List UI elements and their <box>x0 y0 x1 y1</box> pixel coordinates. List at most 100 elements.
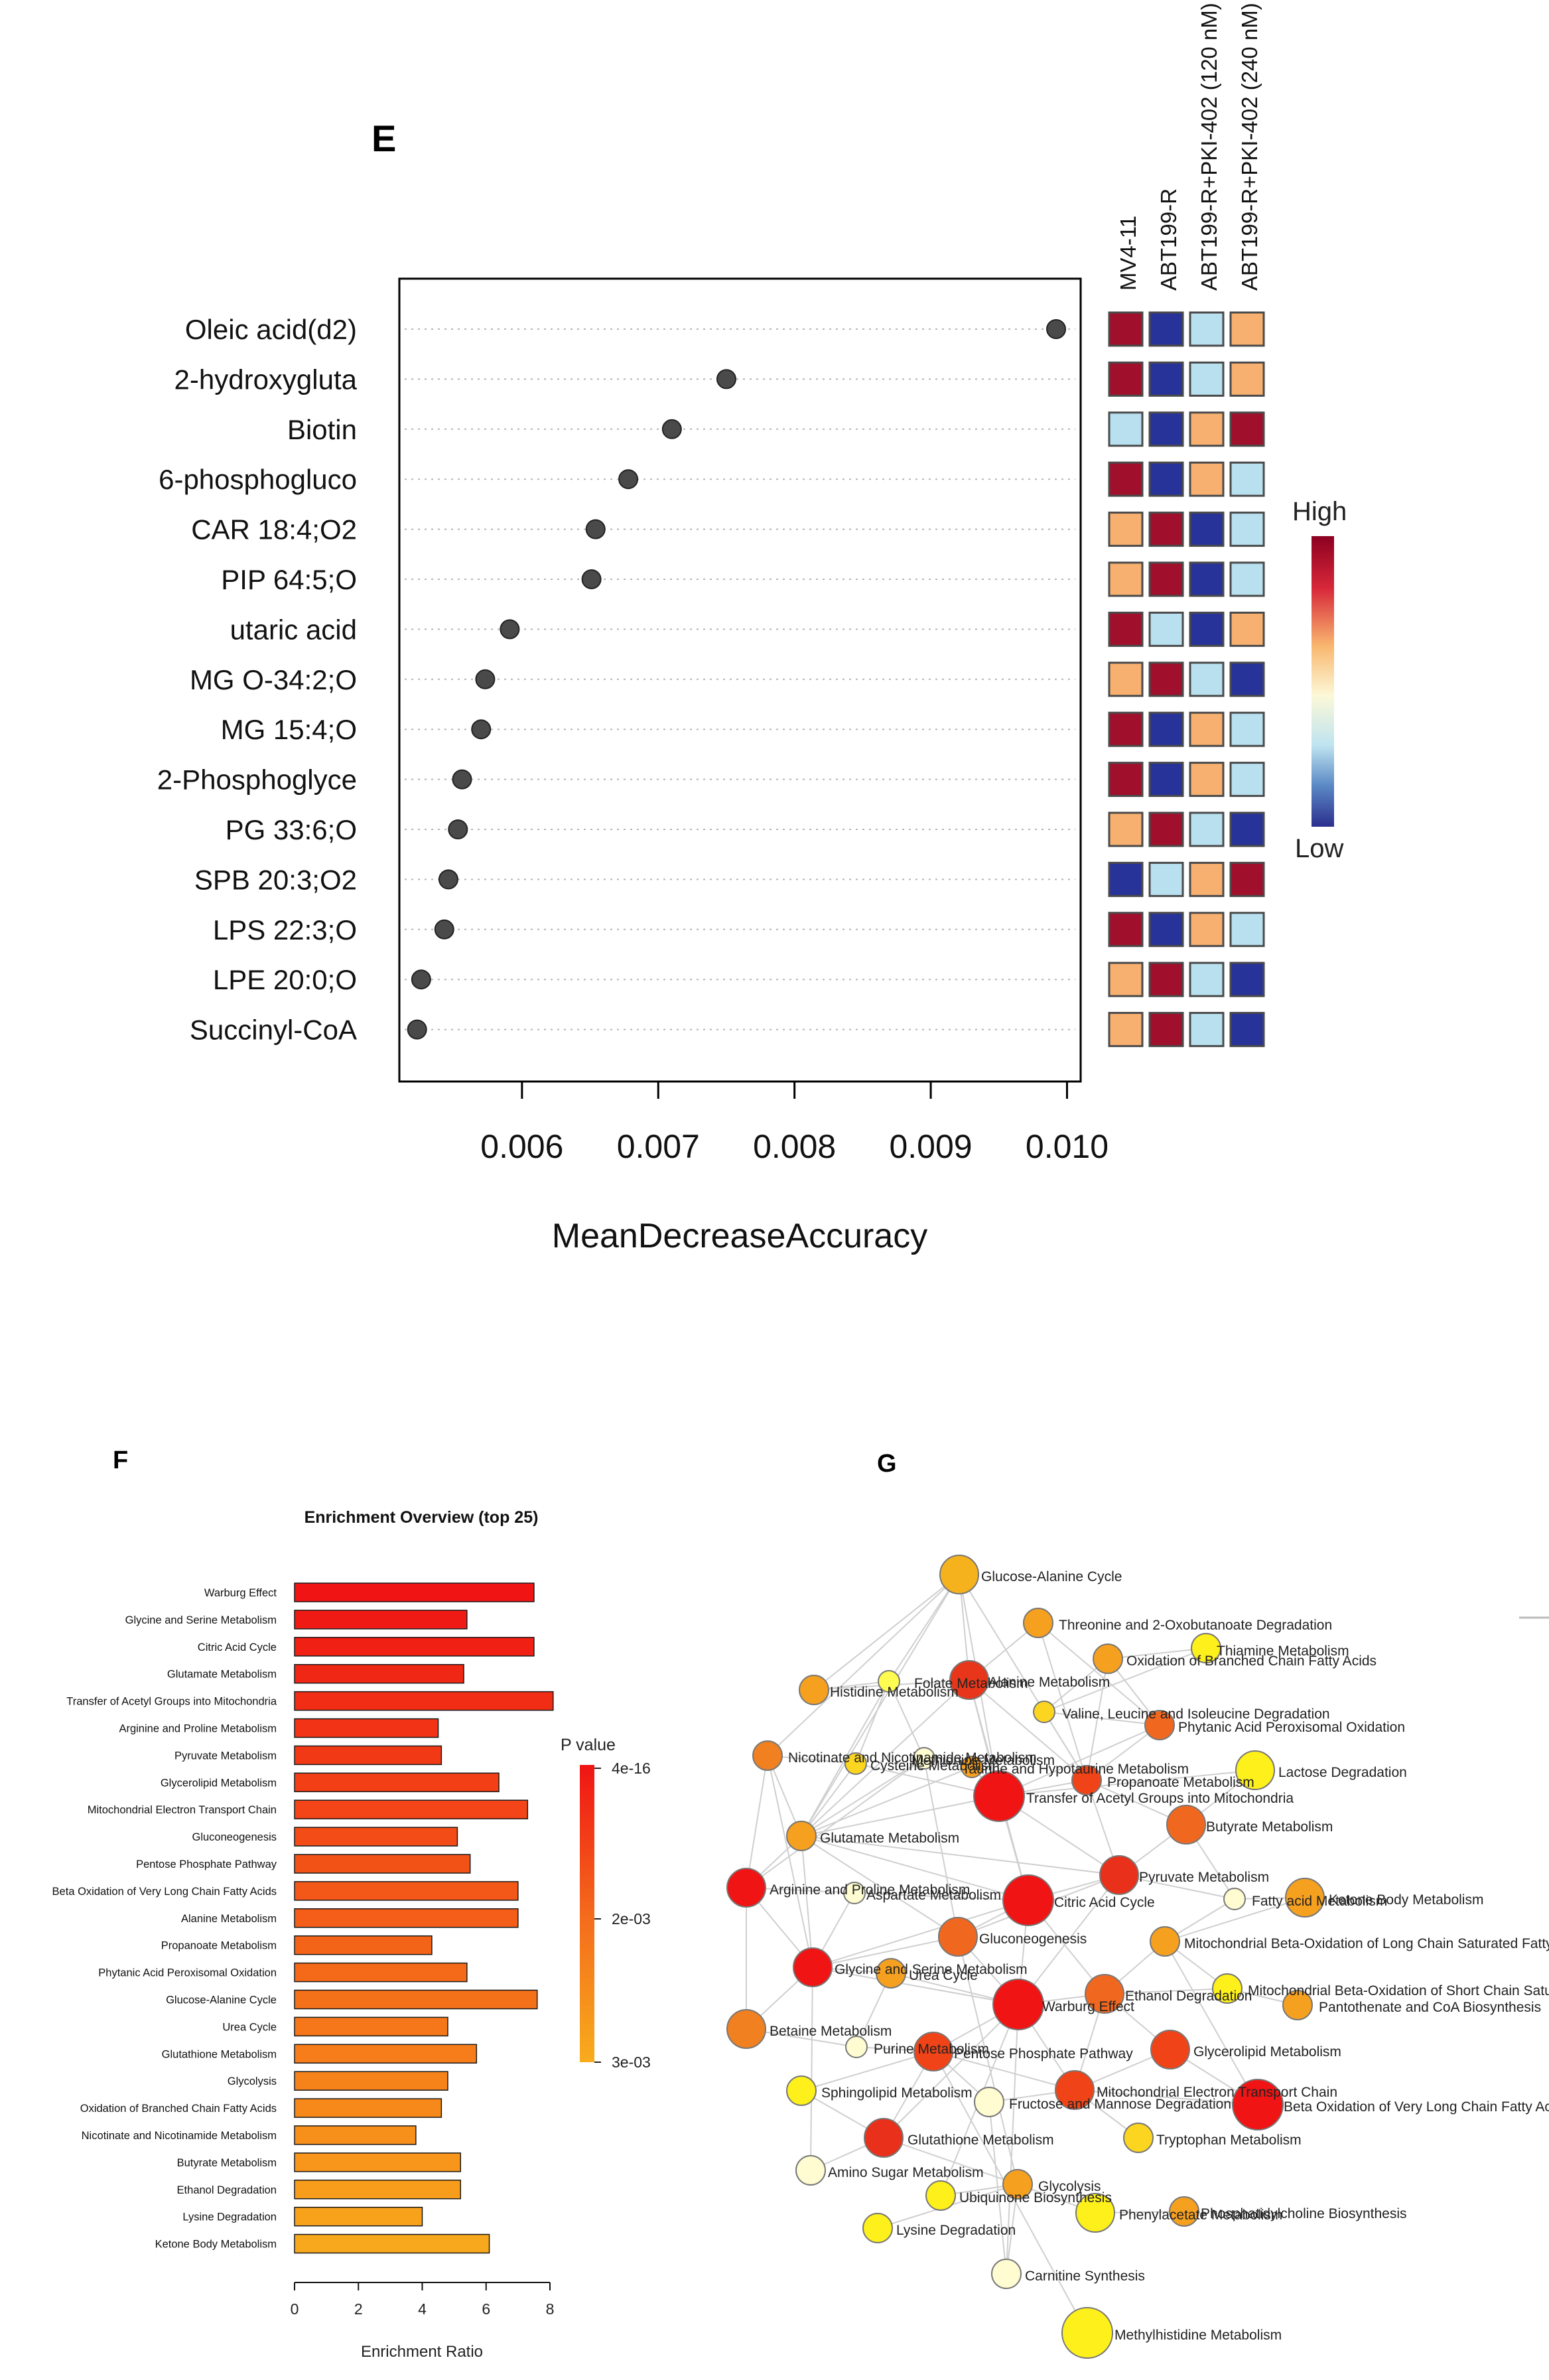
feature-label: Biotin <box>287 414 357 445</box>
x-tick-label: 2 <box>354 2300 363 2318</box>
bar-category-label: Warburg Effect <box>204 1587 277 1599</box>
heatmap-column-header: ABT199-R <box>1156 188 1181 291</box>
network-node-label: Phytanic Acid Peroxisomal Oxidation <box>1178 1720 1405 1735</box>
network-edge <box>1164 1897 1306 1942</box>
enrichment-bar <box>294 2098 442 2118</box>
network-node-label: Taurine and Hypotaurine Metabolism <box>962 1762 1189 1777</box>
network-edge <box>998 1770 1256 1797</box>
heat-legend-high: High <box>1292 497 1347 526</box>
feature-label: MG 15:4;O <box>221 714 357 745</box>
network-node <box>1099 1855 1139 1895</box>
network-node-label: Mitochondrial Beta-Oxidation of Long Cha… <box>1184 1936 1549 1951</box>
heatmap-cell <box>1229 512 1265 547</box>
network-node-label: Fatty acid Metabolism <box>1252 1894 1387 1909</box>
importance-dot <box>475 669 496 689</box>
x-tick-label: 0.009 <box>889 1128 972 1165</box>
heatmap-cell <box>1148 361 1184 397</box>
heatmap-cell <box>1108 611 1144 647</box>
panel-g: G Glucose-Alanine Cycle Threonine and 2-O… <box>726 1450 1549 2359</box>
network-edge <box>933 2051 1075 2091</box>
network-node-label: Glutamate Metabolism <box>820 1831 959 1846</box>
feature-label: MG O-34:2;O <box>190 664 357 695</box>
network-node-label: Gluconeogenesis <box>979 1931 1087 1947</box>
network-edge <box>812 1900 1029 1968</box>
network-edge <box>801 1766 973 1837</box>
bar-category-label: Beta Oxidation of Very Long Chain Fatty … <box>52 1886 277 1898</box>
heatmap-column-header: ABT199-R+PKI-402 (240 nM) <box>1237 3 1262 291</box>
heatmap-cell <box>1148 1012 1184 1048</box>
heatmap-cell <box>1148 662 1184 697</box>
network-edge <box>988 2101 1007 2275</box>
heatmap-cell <box>1148 711 1184 747</box>
heatmap-cell <box>1148 912 1184 947</box>
bar-category-label: Phytanic Acid Peroxisomal Oxidation <box>98 1967 277 1979</box>
bar-category-label: Glycerolipid Metabolism <box>161 1777 277 1789</box>
network-node <box>913 1747 935 1770</box>
importance-dot <box>500 619 520 640</box>
network-edge <box>812 1936 959 1968</box>
network-node-label: Ethanol Degradation <box>1125 1989 1252 2004</box>
network-edge <box>888 1681 925 1759</box>
network-node <box>1055 2070 1095 2110</box>
dot-plot-x-label: MeanDecreaseAccuracy <box>552 1217 927 1255</box>
network-node <box>1061 2307 1113 2359</box>
heatmap-cell <box>1189 762 1225 798</box>
enrichment-bar <box>294 2071 448 2091</box>
heatmap-cell <box>1189 361 1225 397</box>
network-node-label: Mitochondrial Electron Transport Chain <box>1097 2085 1337 2100</box>
enrichment-bar <box>294 2044 478 2064</box>
heatmap-cell <box>1148 762 1184 798</box>
bar-category-label: Glycine and Serine Metabolism <box>125 1614 277 1626</box>
network-node <box>1002 1874 1054 1926</box>
network-node <box>726 1868 766 1908</box>
network-node <box>949 1660 989 1700</box>
heatmap-cell <box>1148 411 1184 447</box>
network-edge <box>801 1681 890 1837</box>
heatmap-cell <box>1108 361 1144 397</box>
heatmap-cell <box>1229 361 1265 397</box>
network-node <box>991 2259 1022 2289</box>
network-node <box>862 2213 893 2243</box>
bar-category-label: Glutamate Metabolism <box>167 1669 277 1681</box>
bar-category-label: Pyruvate Metabolism <box>174 1750 277 1762</box>
bar-category-label: Oxidation of Branched Chain Fatty Acids <box>80 2103 277 2115</box>
network-edge <box>883 2137 1018 2185</box>
network-edge <box>888 1574 960 1682</box>
heatmap-cell <box>1229 961 1265 997</box>
heatmap-cell <box>1189 861 1225 897</box>
heat-legend-bar <box>1312 536 1334 827</box>
network-node <box>799 1675 829 1705</box>
x-tick-label: 4 <box>418 2300 427 2318</box>
importance-dot <box>581 569 602 589</box>
network-node <box>844 1752 867 1775</box>
network-node-label: Pentose Phosphate Pathway <box>954 2046 1133 2062</box>
network-edge <box>801 1835 959 1937</box>
x-tick-label: 0.007 <box>617 1128 700 1165</box>
network-node <box>726 2009 766 2049</box>
heatmap-cell <box>1189 411 1225 447</box>
heatmap-cells <box>1108 311 1265 1048</box>
heatmap-cell <box>1108 762 1144 798</box>
heatmap-cell <box>1229 611 1265 647</box>
enrichment-bar <box>294 1827 458 1847</box>
feature-label: CAR 18:4;O2 <box>191 514 357 545</box>
heatmap-cell <box>1148 311 1184 347</box>
enrichment-bar <box>294 1772 500 1793</box>
network-node <box>1085 1974 1124 2014</box>
heat-legend-low: Low <box>1295 834 1343 863</box>
network-node <box>1212 1973 1243 2004</box>
pvalue-legend-title: P value <box>561 1736 616 1754</box>
network-node-label: Folate Metabolism <box>914 1676 1028 1691</box>
network-node-label: Butyrate Metabolism <box>1206 1819 1333 1835</box>
heatmap-cell <box>1189 512 1225 547</box>
network-edge <box>801 1835 1029 1901</box>
heatmap-cell <box>1229 811 1265 847</box>
network-node <box>876 1958 906 1989</box>
heatmap-cell <box>1108 1012 1144 1048</box>
network-node <box>1033 1701 1055 1723</box>
network-node <box>974 2087 1004 2117</box>
network-node-label: Valine, Leucine and Isoleucine Degradati… <box>1062 1707 1330 1722</box>
network-edge <box>1164 1941 1258 2105</box>
heatmap-cell <box>1189 311 1225 347</box>
heatmap-cell <box>1108 461 1144 497</box>
